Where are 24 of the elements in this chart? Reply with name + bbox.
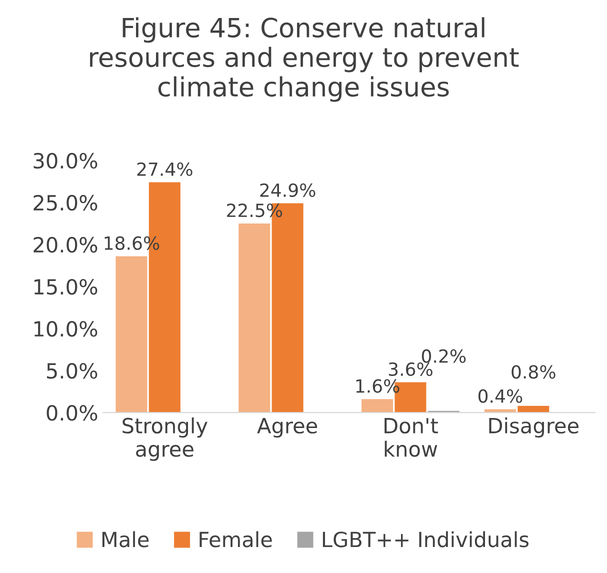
y-tick-label: 20.0% [34,236,98,253]
data-label: 3.6% [388,362,432,376]
data-label: 27.4% [137,162,192,176]
data-label: 0.4% [478,389,522,403]
bar [362,399,394,413]
y-tick-label: 25.0% [34,194,98,211]
y-tick-label: 15.0% [34,278,98,295]
legend-label: LGBT++ Individuals [322,531,528,548]
x-tick-label: Disagree [489,417,578,438]
data-label: 0.2% [422,349,466,363]
y-tick-label: 0.0% [46,405,98,421]
data-label: 24.9% [260,183,316,198]
y-tick-label: 10.0% [34,320,98,337]
chart-title: Figure 45: Conserve natural resources and energy to prevent climate change issues [90,17,519,102]
data-label: 0.8% [512,365,556,379]
legend-label: Female [200,531,272,548]
legend-label: Male [102,531,149,548]
y-tick-label: 30.0% [34,152,98,169]
x-tick-label: Strongly agree [122,417,208,461]
bar [238,223,270,413]
y-tick-label: 5.0% [47,362,98,379]
x-tick-label: Don't know [384,418,438,457]
x-tick-label: Agree [257,418,318,438]
bar [116,256,148,413]
